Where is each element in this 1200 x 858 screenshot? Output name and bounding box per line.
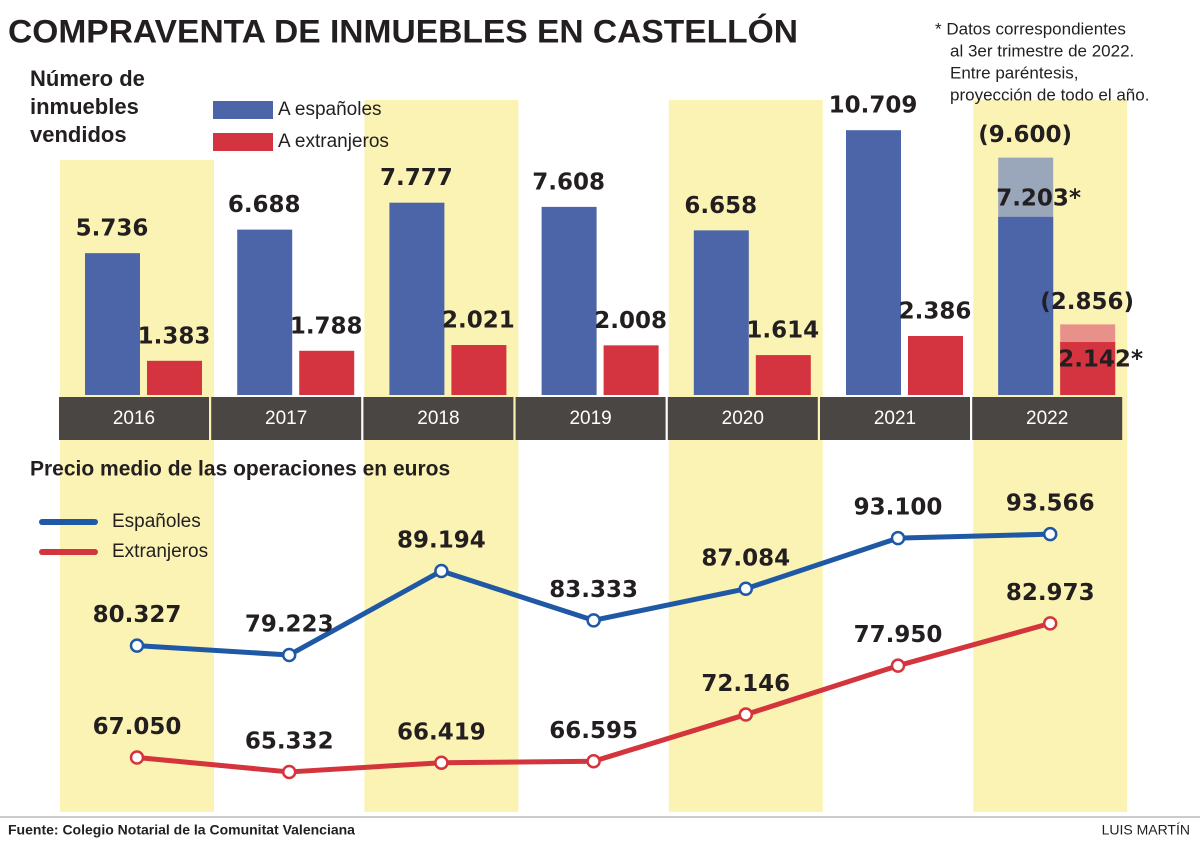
value-label: 79.223 (245, 611, 334, 637)
point (434, 755, 449, 771)
point (281, 764, 297, 780)
legend-label: A españoles (278, 99, 382, 120)
bar (998, 216, 1054, 395)
point (129, 638, 145, 653)
legend-label: Españoles (112, 511, 201, 532)
value-label: 93.566 (1006, 491, 1095, 517)
point (738, 581, 754, 597)
value-label: 77.950 (854, 622, 943, 648)
value-label: 7.777 (380, 165, 453, 191)
bar (147, 360, 202, 395)
year-label: 2022 (1026, 408, 1068, 429)
legend-label: A extranjeros (278, 131, 389, 152)
value-label: 1.614 (746, 318, 819, 344)
bar (693, 230, 749, 395)
bar (755, 355, 811, 395)
bar-title: Número de (30, 66, 145, 91)
bar (603, 345, 659, 395)
year-label: 2021 (874, 408, 916, 429)
year-band (211, 397, 362, 440)
bar (299, 350, 355, 395)
point (890, 530, 906, 546)
year-label: 2016 (113, 408, 155, 429)
year-band (363, 397, 514, 440)
point (281, 647, 297, 663)
value-label: 67.050 (93, 714, 182, 740)
year-label: 2018 (417, 408, 459, 429)
point (1042, 526, 1058, 542)
year-label: 2020 (722, 408, 764, 429)
year-band (515, 397, 666, 440)
bar (85, 253, 140, 395)
year-band (667, 397, 818, 440)
year-label: 2017 (265, 408, 307, 429)
point (129, 750, 145, 765)
note: al 3er trimestre de 2022. (950, 41, 1134, 60)
bar (451, 345, 507, 395)
legend-swatch (213, 101, 273, 119)
value-label: 87.084 (701, 545, 790, 571)
bar (1060, 342, 1116, 395)
bar (389, 202, 445, 395)
title: COMPRAVENTA DE INMUEBLES EN CASTELLÓN (8, 13, 798, 49)
value-label: 5.736 (76, 216, 149, 242)
author: LUIS MARTÍN (1102, 822, 1190, 838)
value-label: 2.021 (442, 308, 515, 334)
point (738, 707, 754, 722)
value-label: 66.419 (397, 719, 486, 745)
point (434, 563, 449, 579)
note: proyección de todo el año. (950, 85, 1149, 104)
bar (237, 229, 293, 395)
note: * Datos correspondientes (935, 19, 1126, 38)
value-label: 2.008 (594, 308, 667, 334)
value-label: 1.383 (138, 323, 211, 349)
value-label: 65.332 (245, 728, 334, 754)
value-label: 7.608 (532, 169, 605, 195)
point (586, 613, 601, 628)
value-label: 2.142* (1058, 347, 1143, 373)
projected-label: (9.600) (978, 122, 1072, 148)
year-band (59, 397, 209, 440)
year-label: 2019 (569, 408, 611, 429)
projected-label: (2.856) (1040, 289, 1134, 315)
bar (908, 336, 963, 395)
value-label: 82.973 (1006, 580, 1095, 606)
value-label: 72.146 (701, 671, 790, 697)
point (1042, 616, 1058, 631)
note: Entre paréntesis, (950, 63, 1079, 82)
year-band (820, 397, 970, 440)
value-label: 66.595 (549, 718, 638, 744)
value-label: 80.327 (93, 602, 182, 628)
point (890, 658, 906, 673)
bar (541, 206, 597, 395)
legend-label: Extranjeros (112, 541, 208, 562)
bar-title: vendidos (30, 122, 127, 147)
value-label: 6.688 (228, 192, 301, 218)
line-title: Precio medio de las operaciones en euros (30, 458, 450, 481)
value-label: 6.658 (684, 193, 757, 219)
bar (846, 130, 901, 396)
value-label: 93.100 (854, 495, 943, 521)
value-label: 89.194 (397, 527, 486, 553)
legend-swatch (213, 133, 273, 151)
point (586, 754, 601, 769)
value-label: 1.788 (290, 313, 363, 339)
value-label: 7.203* (996, 185, 1081, 211)
value-label: 83.333 (549, 577, 638, 603)
value-label: 10.709 (829, 93, 918, 119)
bar-title: inmuebles (30, 94, 139, 119)
value-label: 2.386 (899, 299, 972, 325)
column-highlight (668, 100, 823, 812)
source: Fuente: Colegio Notarial de la Comunitat… (8, 822, 355, 838)
year-band (972, 397, 1123, 440)
